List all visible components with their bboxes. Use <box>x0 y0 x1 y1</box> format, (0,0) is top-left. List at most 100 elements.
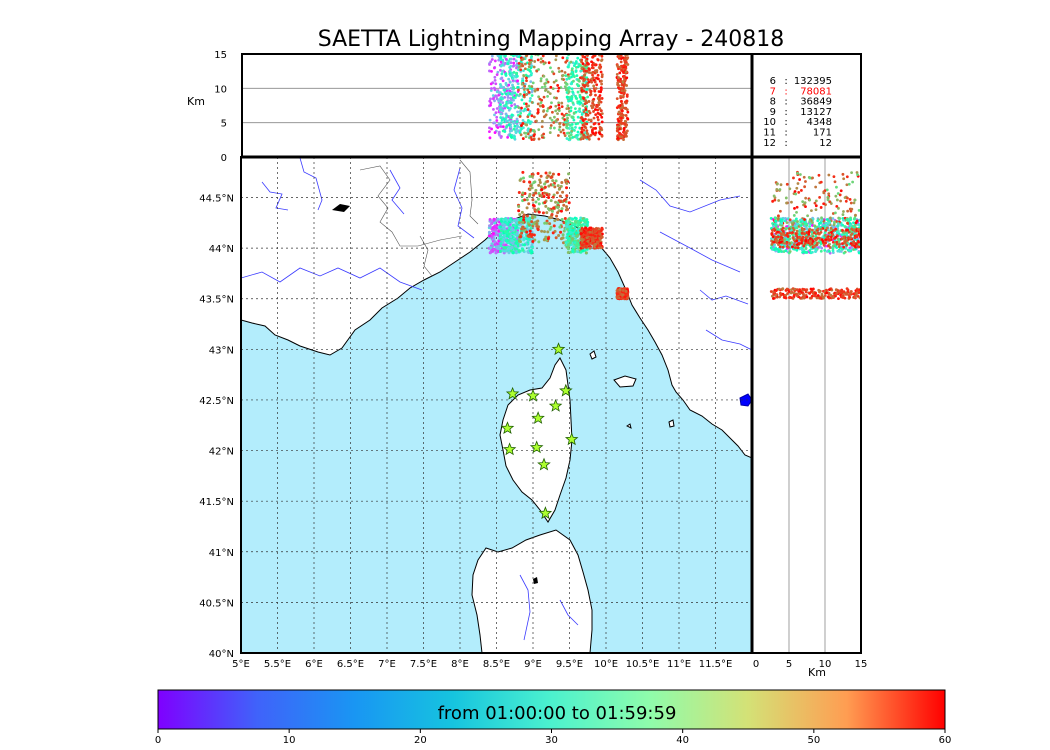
altitude-source <box>598 107 602 110</box>
altitude-source <box>596 58 600 62</box>
altitude-source <box>516 110 520 114</box>
lightning-source <box>564 219 568 223</box>
side-source <box>785 221 789 225</box>
altitude-source <box>597 98 601 102</box>
altitude-source <box>585 129 589 133</box>
altitude-source <box>512 71 516 74</box>
side-source <box>849 224 852 227</box>
altitude-source <box>573 129 576 132</box>
altitude-source <box>567 90 571 94</box>
altitude-source <box>564 88 568 92</box>
altitude-source <box>508 92 512 95</box>
altitude-source <box>594 126 597 130</box>
lightning-source <box>547 195 551 199</box>
altitude-source <box>522 74 526 78</box>
side-source <box>808 225 811 228</box>
lightning-source <box>527 246 531 250</box>
altitude-source <box>517 61 521 65</box>
altitude-source <box>620 109 624 113</box>
side-source <box>793 224 797 228</box>
map-x-tick-label: 7°E <box>378 659 396 670</box>
side-source <box>849 236 853 240</box>
side-source <box>771 297 775 300</box>
altitude-source <box>511 77 515 81</box>
side-source <box>827 192 831 196</box>
side-source <box>835 240 839 244</box>
altitude-source <box>499 96 503 100</box>
lightning-source <box>554 236 558 240</box>
station-marker <box>548 398 563 412</box>
map-x-tick-label: 5.5°E <box>264 659 291 670</box>
lightning-source <box>499 229 503 233</box>
side-source <box>800 231 804 235</box>
altitude-source <box>495 119 499 122</box>
lightning-source <box>557 187 561 191</box>
altitude-source <box>580 58 584 62</box>
lightning-source <box>517 205 521 209</box>
side-source <box>846 196 849 200</box>
lightning-source <box>507 251 511 255</box>
altitude-source <box>620 116 623 120</box>
altitude-source <box>569 106 573 109</box>
altitude-source <box>580 116 584 119</box>
lightning-source <box>492 231 496 235</box>
altitude-source <box>578 63 582 67</box>
altitude-source <box>600 120 604 124</box>
altitude-source <box>595 105 598 109</box>
altitude-source <box>552 72 556 76</box>
lightning-source <box>566 251 570 255</box>
altitude-source <box>591 99 595 103</box>
altitude-source <box>617 84 621 87</box>
side-source <box>839 291 843 295</box>
altitude-source <box>499 82 502 86</box>
altitude-source <box>509 119 513 123</box>
lightning-source <box>588 226 592 230</box>
side-source <box>843 225 847 228</box>
side-source <box>856 288 859 292</box>
lightning-source <box>494 224 498 228</box>
side-source <box>813 294 817 298</box>
lightning-source <box>561 190 565 194</box>
lightning-source <box>563 178 567 182</box>
altitude-source <box>625 99 629 103</box>
altitude-source <box>543 85 547 88</box>
side-source <box>796 288 800 292</box>
altitude-source <box>528 109 532 113</box>
altitude-source <box>584 135 588 139</box>
lightning-source <box>542 230 546 234</box>
altitude-source <box>626 117 630 121</box>
lightning-source <box>520 210 524 214</box>
side-source <box>773 222 777 226</box>
altitude-source <box>552 96 556 100</box>
lightning-source <box>538 178 542 182</box>
altitude-source <box>536 110 540 114</box>
side-source <box>808 243 812 247</box>
altitude-source <box>522 93 526 97</box>
altitude-source <box>506 62 510 65</box>
altitude-source <box>574 126 577 129</box>
altitude-source <box>576 122 580 125</box>
altitude-source <box>518 131 522 135</box>
count-separator: : <box>784 117 787 128</box>
side-source <box>795 186 799 190</box>
altitude-source <box>529 96 532 100</box>
altitude-source <box>542 132 546 136</box>
side-source <box>804 239 808 243</box>
altitude-source <box>593 63 597 67</box>
altitude-source <box>536 87 540 91</box>
lightning-source <box>591 227 595 231</box>
altitude-source <box>520 124 523 127</box>
altitude-source <box>572 79 575 83</box>
altitude-source <box>519 111 523 115</box>
sardinia-land <box>471 529 593 653</box>
side-source <box>790 200 793 204</box>
side-source <box>847 236 850 239</box>
altitude-source <box>557 106 561 110</box>
side-source <box>842 210 845 213</box>
altitude-source <box>570 75 573 79</box>
altitude-source <box>622 92 626 96</box>
lightning-source <box>574 217 578 221</box>
altitude-source <box>507 77 511 81</box>
side-source <box>834 194 838 198</box>
altitude-source <box>509 64 513 68</box>
